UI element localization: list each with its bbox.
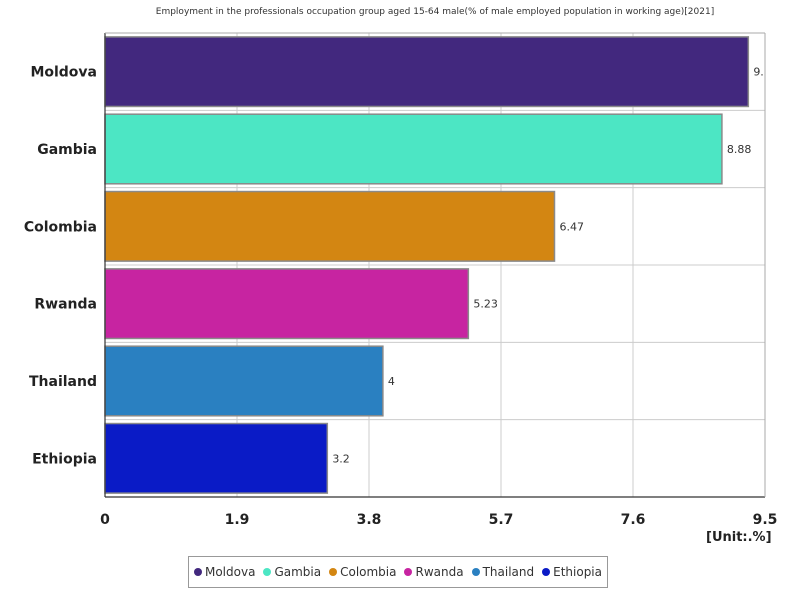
category-label: Rwanda bbox=[34, 297, 97, 313]
bar-gambia bbox=[104, 113, 723, 185]
legend-label: Colombia bbox=[340, 565, 397, 579]
legend-label: Gambia bbox=[274, 565, 322, 579]
value-label: 5.23 bbox=[473, 298, 498, 311]
category-label: Moldova bbox=[30, 65, 97, 81]
x-tick-label: 5.7 bbox=[489, 512, 514, 528]
bar-thailand bbox=[104, 345, 384, 417]
legend: Moldova Gambia Colombia Rwanda Thailand Ethio… bbox=[188, 556, 608, 588]
legend-marker bbox=[193, 568, 202, 576]
legend-label: Moldova bbox=[204, 565, 256, 579]
x-tick-label: 3.8 bbox=[357, 512, 382, 528]
value-label: 8.88 bbox=[727, 143, 752, 156]
bar-rwanda bbox=[104, 268, 470, 340]
x-tick-label: 9.5 bbox=[753, 512, 778, 528]
legend-label: Thailand bbox=[482, 565, 535, 579]
legend-marker bbox=[471, 568, 480, 576]
legend-label: Ethiopia bbox=[553, 565, 602, 579]
legend-marker bbox=[404, 568, 413, 576]
chart-title: Employment in the professionals occupati… bbox=[155, 7, 715, 17]
legend-item-gambia: Gambia bbox=[263, 565, 321, 579]
x-tick-label: 1.9 bbox=[225, 512, 250, 528]
category-label: Colombia bbox=[24, 219, 97, 235]
value-label: 4 bbox=[388, 375, 395, 388]
bar-colombia bbox=[104, 190, 556, 262]
category-label: Ethiopia bbox=[32, 451, 97, 467]
legend-item-thailand: Thailand bbox=[471, 565, 535, 579]
bar-ethiopia bbox=[104, 422, 329, 494]
value-label: 6.47 bbox=[559, 220, 584, 233]
legend-marker bbox=[329, 568, 338, 576]
legend-marker bbox=[263, 568, 272, 576]
legend-marker bbox=[542, 568, 551, 576]
legend-label: Rwanda bbox=[415, 565, 464, 579]
x-tick-label: 0 bbox=[100, 512, 110, 528]
legend-item-ethiopia: Ethiopia bbox=[542, 565, 602, 579]
category-label: Thailand bbox=[29, 374, 97, 390]
legend-item-moldova: Moldova bbox=[193, 565, 256, 579]
value-label: 3.2 bbox=[332, 452, 350, 465]
unit-label: [Unit:.%] bbox=[706, 530, 772, 545]
legend-item-colombia: Colombia bbox=[329, 565, 396, 579]
value-label: 9.… bbox=[753, 66, 775, 79]
x-tick-label: 7.6 bbox=[621, 512, 646, 528]
bar-moldova bbox=[104, 36, 750, 108]
legend-item-rwanda: Rwanda bbox=[404, 565, 464, 579]
category-label: Gambia bbox=[37, 142, 97, 158]
